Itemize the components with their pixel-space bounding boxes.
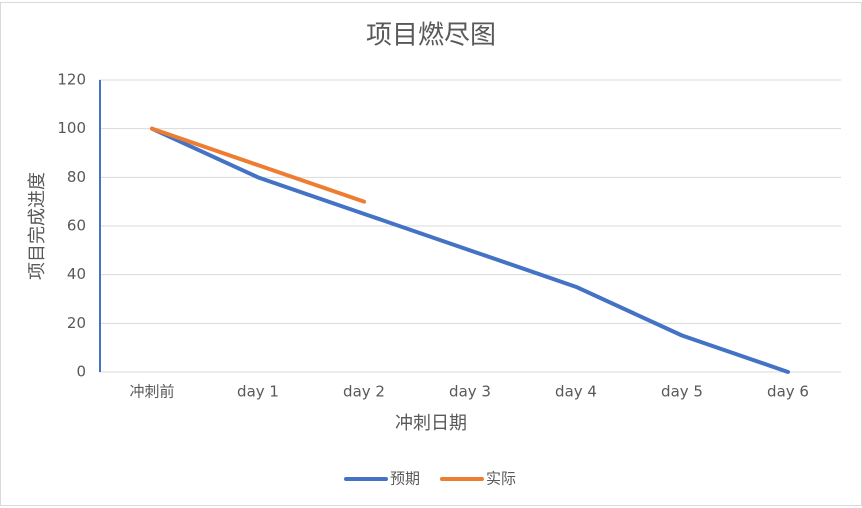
x-tick-label: day 4 <box>555 383 597 401</box>
series-line <box>150 126 366 204</box>
x-tick-label: day 2 <box>343 383 385 401</box>
y-tick-label: 20 <box>67 314 86 332</box>
y-tick-label: 80 <box>67 168 86 186</box>
x-tick-label: 冲刺前 <box>129 383 174 401</box>
chart-title: 项目燃尽图 <box>366 21 496 51</box>
y-tick-label: 0 <box>76 363 86 381</box>
y-tick-label: 40 <box>67 265 86 283</box>
legend-label: 实际 <box>486 470 516 488</box>
legend-label: 预期 <box>390 470 420 488</box>
x-tick-label: day 1 <box>237 383 279 401</box>
x-tick-label: day 3 <box>449 383 491 401</box>
series-line <box>150 126 790 374</box>
y-tick-label: 100 <box>57 119 86 137</box>
x-tick-label: day 6 <box>767 383 809 401</box>
y-tick-label: 120 <box>57 71 86 89</box>
y-axis-label: 项目完成进度 <box>27 172 48 280</box>
x-tick-label: day 5 <box>661 383 703 401</box>
y-tick-label: 60 <box>67 217 86 235</box>
x-axis-label: 冲刺日期 <box>395 413 467 434</box>
